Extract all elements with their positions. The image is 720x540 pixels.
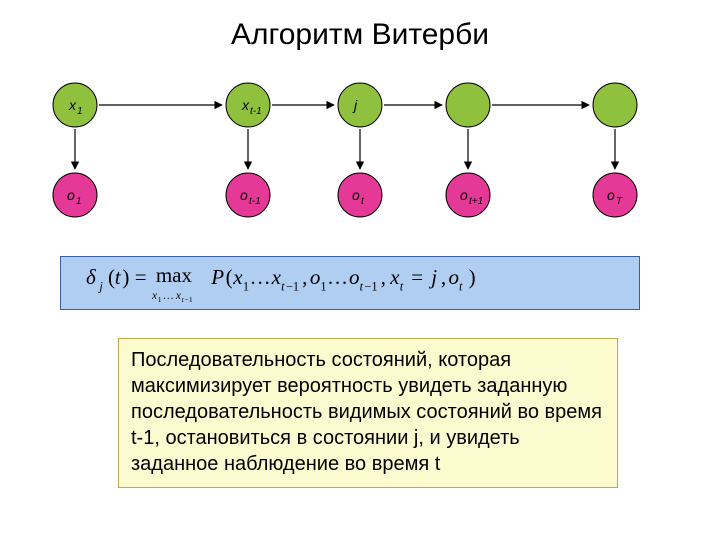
svg-text:t-1: t-1 [249,196,261,207]
svg-text:=: = [135,265,147,289]
svg-text:1: 1 [320,280,326,294]
svg-text:max: max [156,263,193,287]
svg-text:x: x [271,265,282,289]
svg-text:o: o [67,187,75,203]
svg-text:t+1: t+1 [469,196,483,207]
svg-text:x: x [175,290,181,302]
svg-text:j: j [428,265,437,289]
svg-text:…: … [163,290,174,302]
svg-text:o: o [310,265,321,289]
svg-text:o: o [607,187,615,203]
svg-text:(: ( [226,265,233,289]
svg-text:−1: −1 [364,280,377,294]
svg-text:…: … [327,265,348,289]
svg-text:x: x [68,97,77,113]
description-box: Последовательность состояний, которая ма… [118,338,618,488]
svg-text:): ) [122,265,129,289]
svg-text:o: o [460,187,468,203]
svg-text:j: j [97,280,103,294]
svg-text:t: t [115,265,122,289]
svg-text:t-1: t-1 [250,106,262,117]
formula: δ j ( t ) = max x 1 … x t −1 P ( x 1 … x… [71,261,629,305]
svg-text:δ: δ [86,265,97,289]
svg-text:−1: −1 [185,295,193,304]
svg-text:1: 1 [77,106,83,117]
svg-text:1: 1 [76,196,82,207]
svg-text:t: t [360,280,364,294]
svg-text:,: , [381,265,386,289]
svg-text:,: , [302,265,307,289]
formula-box: δ j ( t ) = max x 1 … x t −1 P ( x 1 … x… [60,256,640,310]
svg-text:t: t [281,280,285,294]
svg-text:x: x [241,97,250,113]
svg-text:x: x [151,290,157,302]
svg-text:o: o [240,187,248,203]
svg-text:o: o [352,187,360,203]
svg-text:P: P [210,265,224,289]
svg-text:o: o [349,265,360,289]
svg-text:t: t [400,280,404,294]
svg-text:x: x [232,265,243,289]
description-text: Последовательность состояний, которая ма… [131,349,602,475]
svg-text:x: x [389,265,400,289]
slide-title: Алгоритм Витерби [0,18,720,52]
svg-text:t: t [459,280,463,294]
svg-text:−1: −1 [286,280,299,294]
svg-text:…: … [250,265,271,289]
svg-text:=: = [411,265,423,289]
svg-text:1: 1 [243,280,249,294]
svg-text:1: 1 [158,295,162,304]
svg-text:,: , [441,265,446,289]
svg-text:): ) [469,265,476,289]
svg-text:T: T [616,196,623,207]
hmm-diagram: x1xt-1jo1ot-1otot+1oT [0,80,720,230]
svg-text:o: o [449,265,460,289]
